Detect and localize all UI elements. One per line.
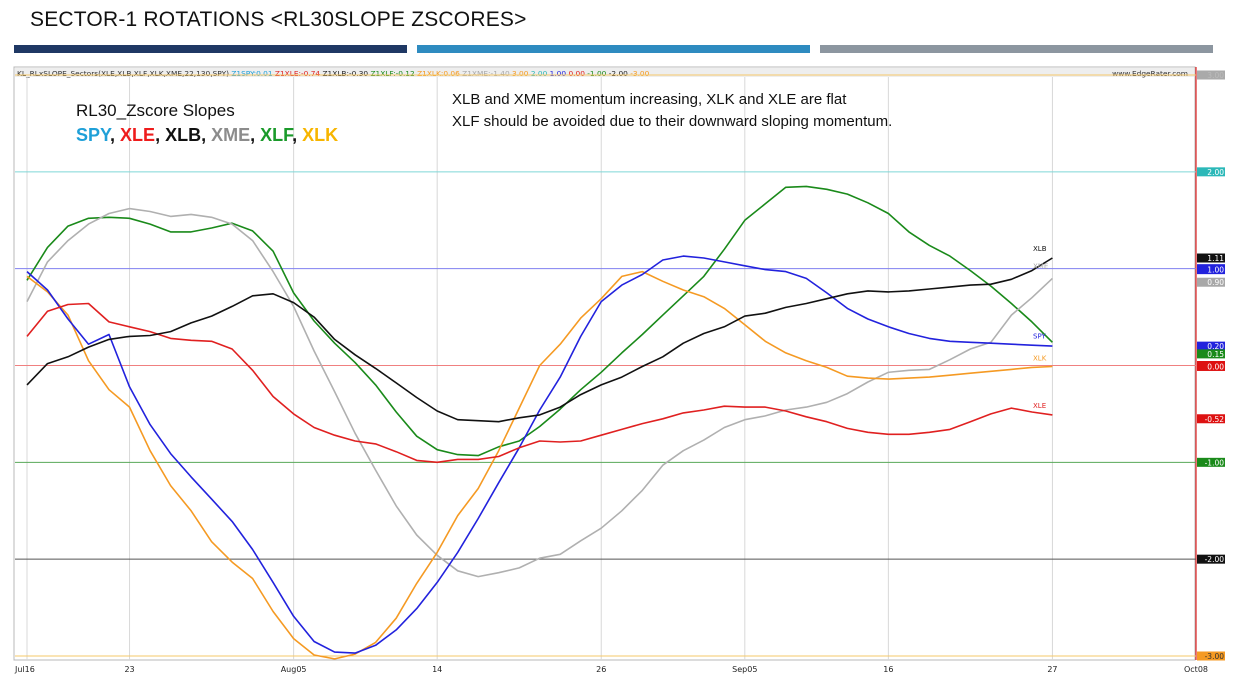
series-line-xlf xyxy=(26,185,1053,457)
reference-level-tag: -3.00 xyxy=(1197,651,1225,661)
value-box-bg xyxy=(1197,253,1225,263)
value-box-text: 0.20 xyxy=(1207,342,1224,351)
last-value-tag: -0.52 xyxy=(1197,414,1225,424)
label-layer: XLB XME SPY XLK XLE 3.00 2.00 1.00 0.00 -1.00 -2.0… xyxy=(1033,70,1225,661)
last-value-tag: 0.00 xyxy=(1197,361,1225,371)
legend-item-xme: XME xyxy=(211,125,250,145)
series-end-label: XLB xyxy=(1033,245,1047,253)
reference-level-tag: -2.00 xyxy=(1197,554,1225,564)
header-readout: KL_RLxSLOPE_Sectors(XLE,XLB,XLF,XLK,XME,… xyxy=(17,69,650,78)
title-accent-bar-gray xyxy=(820,45,1213,53)
legend-series-list: SPY, XLE, XLB, XME, XLF, XLK xyxy=(76,125,338,145)
x-tick-label: 26 xyxy=(596,665,606,674)
series-end-label: XLK xyxy=(1033,355,1047,363)
header-readout-value: 3.00 xyxy=(512,69,531,78)
last-value-tag: 0.15 xyxy=(1197,349,1225,359)
legend-title: RL30_Zscore Slopes xyxy=(76,101,235,120)
series-layer xyxy=(26,185,1053,660)
header-site-label: www.EdgeRater.com xyxy=(1112,69,1188,78)
header-readout-value: Z1XLE:-0.74 xyxy=(275,69,323,78)
series-line-xle xyxy=(26,302,1053,464)
value-box-bg xyxy=(1197,414,1225,424)
reference-level-tag: 3.00 xyxy=(1197,70,1225,80)
header-readout-value: Z1XLB:-0.30 xyxy=(322,69,370,78)
header-readout-value: Z1XLF:-0.12 xyxy=(370,69,417,78)
legend-item-spy: SPY xyxy=(76,125,112,145)
last-value-tag: 0.20 xyxy=(1197,341,1225,351)
last-value-tag: 0.90 xyxy=(1197,277,1225,287)
value-box-bg xyxy=(1197,277,1225,287)
legend-item-xlf: XLF xyxy=(260,125,294,145)
header-readout-value: Z1XLK:0.06 xyxy=(417,69,462,78)
header-strip xyxy=(15,68,1194,77)
axis-layer: Jul16 23 Aug05 14 26 Sep05 16 27 Oct08 xyxy=(14,665,1208,674)
x-tick-label: Aug05 xyxy=(281,665,307,674)
header-readout-value: 0.00 xyxy=(568,69,587,78)
header-readout-value: -2.00 xyxy=(609,69,630,78)
value-box-bg xyxy=(1197,265,1225,275)
zscore-slope-chart: KL_RLxSLOPE_Sectors(XLE,XLB,XLF,XLK,XME,… xyxy=(13,66,1225,674)
annotation-line-2: XLF should be avoided due to their downw… xyxy=(452,113,892,130)
value-box-bg xyxy=(1197,554,1225,564)
header-readout-value: -1.00 xyxy=(587,69,608,78)
plot-frame xyxy=(13,66,1196,661)
last-value-tag: 1.11 xyxy=(1197,253,1225,263)
header-readout-value: 2.00 xyxy=(531,69,550,78)
series-line-xme xyxy=(26,207,1053,578)
value-box-text: 0.00 xyxy=(1207,362,1224,371)
value-box-bg xyxy=(1197,651,1225,661)
legend-item-xle: XLE xyxy=(120,125,155,145)
value-box-bg xyxy=(1197,167,1225,177)
legend-item-xlb: XLB xyxy=(165,125,201,145)
header-readout-value: -3.00 xyxy=(630,69,649,78)
series-line-spy xyxy=(26,255,1053,654)
legend-separator: , xyxy=(110,125,120,145)
value-box-bg xyxy=(1197,361,1225,371)
value-box-bg xyxy=(1197,457,1225,467)
header-readout-value: Z1XME:-1.40 xyxy=(462,69,512,78)
legend-separator: , xyxy=(201,125,211,145)
value-box-bg xyxy=(1197,70,1225,80)
reference-level-tag: -1.00 xyxy=(1197,457,1225,467)
series-end-label: XME xyxy=(1033,263,1048,271)
last-value-tag: 1.00 xyxy=(1197,265,1225,275)
value-box-text: 3.00 xyxy=(1207,71,1224,80)
grid-layer: KL_RLxSLOPE_Sectors(XLE,XLB,XLF,XLK,XME,… xyxy=(13,66,1197,661)
legend-separator: , xyxy=(292,125,302,145)
title-accent-bar-navy xyxy=(14,45,407,53)
series-end-label: XLE xyxy=(1033,402,1046,410)
series-line-xlb xyxy=(26,257,1053,423)
value-box-text: -2.00 xyxy=(1205,555,1225,564)
title-accent-bar-blue xyxy=(417,45,810,53)
value-box-text: 1.11 xyxy=(1207,254,1224,263)
x-tick-label: 16 xyxy=(883,665,893,674)
x-tick-label: 23 xyxy=(124,665,134,674)
value-box-bg xyxy=(1197,341,1225,351)
value-box-text: 2.00 xyxy=(1207,168,1224,177)
value-box-text: 0.90 xyxy=(1207,278,1224,287)
legend-separator: , xyxy=(250,125,260,145)
x-tick-label: Sep05 xyxy=(732,665,757,674)
value-box-text: 0.15 xyxy=(1207,350,1224,359)
x-tick-label: 14 xyxy=(432,665,442,674)
annotation-line-1: XLB and XME momentum increasing, XLK and… xyxy=(452,91,847,108)
value-box-text: -1.00 xyxy=(1205,458,1225,467)
reference-lines xyxy=(15,74,1196,657)
header-study-name: KL_RLxSLOPE_Sectors(XLE,XLB,XLF,XLK,XME,… xyxy=(17,69,231,78)
series-end-label: SPY xyxy=(1033,332,1047,340)
x-tick-label: Oct08 xyxy=(1184,665,1208,674)
x-tick-label: 27 xyxy=(1047,665,1057,674)
value-box-bg xyxy=(1197,349,1225,359)
legend-item-xlk: XLK xyxy=(302,125,338,145)
slide-title: SECTOR-1 ROTATIONS <RL30SLOPE ZSCORES> xyxy=(30,8,527,31)
series-line-xlk xyxy=(26,270,1053,660)
header-readout-value: Z1SPY:0.01 xyxy=(231,69,275,78)
x-tick-label: Jul16 xyxy=(14,665,35,674)
reference-level-tag: 2.00 xyxy=(1197,167,1225,177)
value-box-text: -3.00 xyxy=(1205,652,1225,661)
value-box-text: 1.00 xyxy=(1207,266,1224,275)
value-box-text: -0.52 xyxy=(1205,415,1225,424)
header-readout-value: 1.00 xyxy=(550,69,569,78)
legend-separator: , xyxy=(155,125,165,145)
